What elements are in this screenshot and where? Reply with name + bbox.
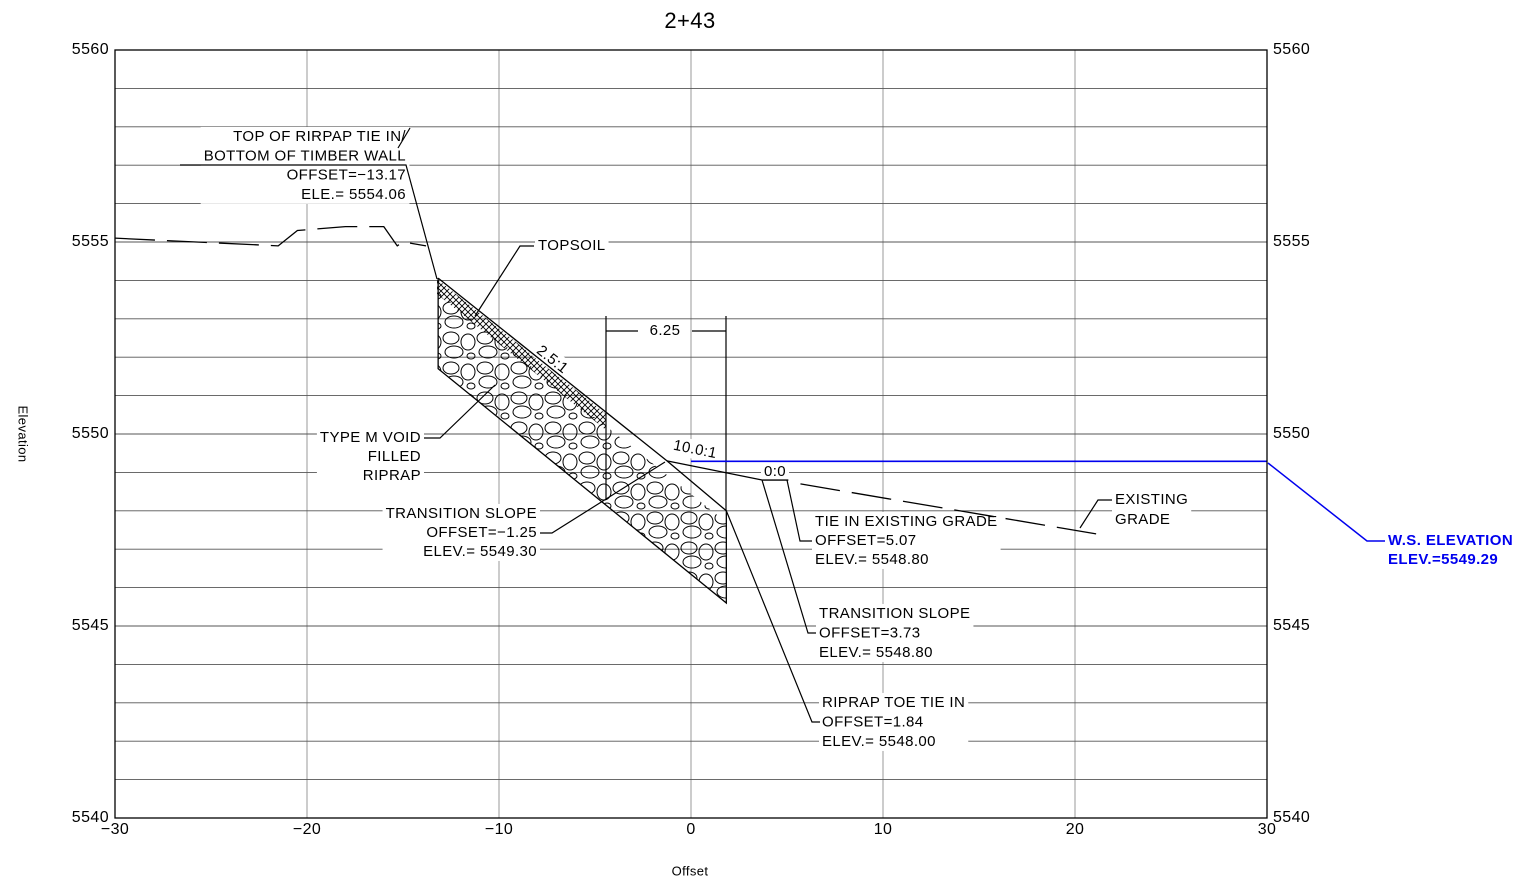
annotation: 0:0: [760, 461, 790, 481]
annotation-text: ELEV.= 5548.00: [822, 733, 936, 750]
annotation: TYPE M VOID FILLED RIPRAP: [316, 427, 424, 485]
annotation-text: TYPE M VOID: [320, 429, 421, 446]
topsoil-fill: [437, 279, 606, 430]
x-tick-label: −10: [485, 821, 513, 838]
annotation-text: GRADE: [1115, 511, 1170, 528]
y-tick-label: 5550: [72, 425, 109, 442]
annotation: TOPSOIL: [535, 235, 609, 255]
x-tick-label: 10: [874, 821, 893, 838]
annotation: 10.0:1: [668, 435, 722, 464]
y2-tick-label: 5545: [1273, 617, 1310, 634]
marks: [114, 225, 1267, 605]
y2-tick-label: 5540: [1273, 809, 1310, 826]
leader: [761, 479, 816, 634]
y-tick-label: 5540: [72, 809, 109, 826]
leader: [180, 164, 438, 280]
annotation-text: BOTTOM OF TIMBER WALL: [204, 147, 406, 164]
annotation-bg: [760, 461, 790, 481]
annotation-text: ELEV.= 5549.30: [423, 543, 537, 560]
annotation-text: OFFSET=1.84: [822, 713, 924, 730]
annotation-text: ELEV.= 5548.80: [815, 551, 929, 568]
x-tick-label: 0: [686, 821, 695, 838]
annotation-bg: [819, 692, 969, 751]
annotation-text: ELE.= 5554.06: [301, 186, 406, 203]
annotation-text: OFFSET=5.07: [815, 532, 917, 549]
annotation-bg: [668, 435, 722, 464]
y2-tick-label: 5555: [1273, 233, 1310, 250]
y-tick-label: 5555: [72, 233, 109, 250]
annotation-text: EXISTING: [1115, 491, 1188, 508]
x-tick-label: 30: [1258, 821, 1277, 838]
x-tick-label: −30: [101, 821, 129, 838]
annotation-bg: [530, 339, 575, 380]
x-axis-label: Offset: [672, 863, 709, 878]
annotation-text: 0:0: [764, 463, 786, 480]
y2-tick-label: 5550: [1273, 425, 1310, 442]
series-line: [114, 225, 427, 247]
series-line: [437, 278, 727, 605]
y-tick-label: 5545: [72, 617, 109, 634]
annotations: TOP OF RIRPAP TIE IN/BOTTOM OF TIMBER WA…: [200, 126, 1517, 751]
annotation: EXISTING GRADE: [1112, 489, 1192, 529]
chart-title: 2+43: [664, 8, 715, 33]
annotation-text: ELEV.=5549.29: [1388, 551, 1498, 568]
annotation-text: TRANSITION SLOPE: [819, 605, 970, 622]
annotation-text: TOP OF RIRPAP TIE IN/: [233, 128, 406, 145]
riprap-fill: [438, 292, 726, 603]
annotation-bg: [812, 511, 1001, 569]
annotation: TRANSITION SLOPE OFFSET=3.73 ELEV.= 5548.8…: [816, 603, 974, 662]
annotation-text: RIPRAP TOE TIE IN: [822, 694, 965, 711]
annotation-text: RIPRAP: [363, 467, 421, 484]
annotation-text: ELEV.= 5548.80: [819, 644, 933, 661]
annotation: 6.25: [646, 320, 684, 340]
x-tick-label: 20: [1066, 821, 1085, 838]
annotation-text: FILLED: [368, 448, 421, 465]
annotation-text: OFFSET=−13.17: [287, 167, 406, 184]
annotation-bg: [646, 320, 684, 340]
annotation-text: TRANSITION SLOPE: [386, 505, 537, 522]
annotation-text: OFFSET=3.73: [819, 624, 921, 641]
leader: [397, 127, 411, 149]
leader: [540, 461, 666, 534]
leader: [424, 384, 496, 439]
annotation-text: TIE IN EXISTING GRADE: [815, 513, 998, 530]
leaders: [180, 127, 1385, 723]
annotation-text: W.S. ELEVATION: [1388, 532, 1513, 549]
leader: [725, 509, 820, 723]
annotation: RIPRAP TOE TIE IN OFFSET=1.84 ELEV.= 5548.…: [819, 692, 969, 751]
y-tick-label: 5560: [72, 41, 109, 58]
annotation-text: 6.25: [650, 322, 681, 339]
annotation-bg: [535, 235, 609, 255]
annotation-bg: [1385, 530, 1517, 569]
annotation-bg: [316, 427, 424, 485]
annotation-text: OFFSET=−1.25: [426, 524, 537, 541]
annotation-bg: [1112, 489, 1192, 529]
leader: [1267, 462, 1385, 542]
leader: [786, 479, 812, 542]
annotation: W.S. ELEVATION ELEV.=5549.29: [1385, 530, 1517, 569]
annotation: TIE IN EXISTING GRADE OFFSET=5.07 ELEV.= 5…: [812, 511, 1001, 569]
series-line: [666, 460, 789, 481]
leader: [474, 245, 534, 317]
x-tick-label: −20: [293, 821, 321, 838]
leader: [1079, 499, 1112, 529]
y2-tick-label: 5560: [1273, 41, 1310, 58]
y-axis-label: Elevation: [16, 405, 31, 462]
annotation-bg: [816, 603, 974, 662]
plot-frame: [114, 49, 1268, 819]
annotation-text: TOPSOIL: [538, 237, 606, 254]
annotation: TRANSITION SLOPE OFFSET=−1.25 ELEV.= 5549.…: [382, 503, 540, 561]
annotation-bg: [382, 503, 540, 561]
